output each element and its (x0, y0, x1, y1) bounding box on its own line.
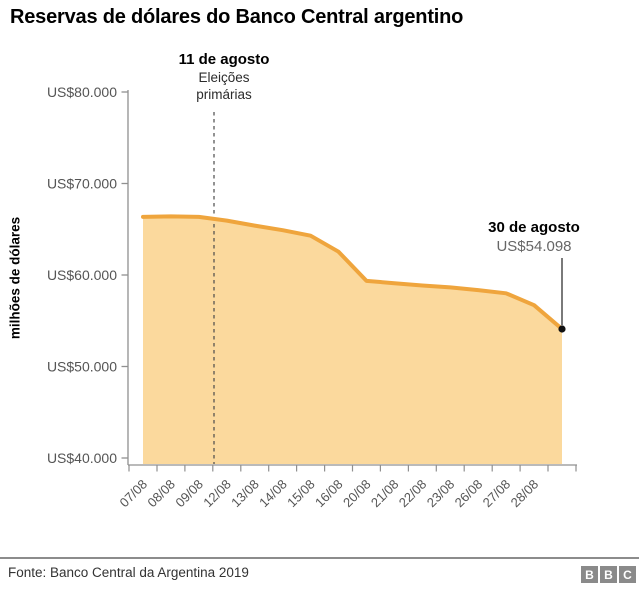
source-credit: Fonte: Banco Central da Argentina 2019 (8, 565, 249, 580)
elections-annotation-date: 11 de agosto (178, 51, 270, 68)
elections-annotation: 11 de agosto Eleições primárias (179, 50, 270, 103)
line-series (141, 214, 564, 331)
x-tick-label: 27/08 (480, 477, 514, 511)
final-annotation-value: US$54.098 (496, 238, 572, 255)
elections-annotation-text-1: Eleições (198, 70, 250, 85)
y-tick-label: US$50.000 (47, 359, 117, 375)
bbc-logo-letter: B (600, 566, 617, 583)
x-tick-label: 14/08 (256, 477, 290, 511)
bbc-logo-letter: B (581, 566, 598, 583)
y-axis-title: milhões de dólares (7, 216, 23, 340)
x-tick-label: 09/08 (172, 477, 206, 511)
x-tick-label: 16/08 (312, 477, 346, 511)
x-tick-label: 08/08 (144, 477, 178, 511)
chart-title: Reservas de dólares do Banco Central arg… (10, 6, 464, 28)
x-tick-label: 13/08 (228, 477, 262, 511)
y-tick-label: US$80.000 (47, 84, 117, 100)
x-tick-label: 20/08 (340, 477, 374, 511)
bbc-logo-letter: C (619, 566, 636, 583)
x-tick-label: 07/08 (117, 477, 151, 511)
x-tick-label: 21/08 (368, 477, 402, 511)
final-value-annotation: 30 de agosto US$54.098 (488, 218, 580, 256)
elections-annotation-text-2: primárias (196, 87, 252, 102)
x-tick-label: 28/08 (508, 477, 542, 511)
y-tick-label: US$40.000 (47, 450, 117, 466)
x-tick-label: 26/08 (452, 477, 486, 511)
x-tick-label: 23/08 (424, 477, 458, 511)
area-series (143, 216, 562, 464)
footer-divider (0, 557, 639, 559)
y-tick-label: US$60.000 (47, 267, 117, 283)
final-annotation-date: 30 de agosto (488, 219, 580, 236)
x-tick-label: 15/08 (284, 477, 318, 511)
x-tick-label: 22/08 (396, 477, 430, 511)
x-tick-label: 12/08 (200, 477, 234, 511)
data-point-dot (558, 325, 566, 333)
bbc-logo: B B C (581, 566, 636, 583)
y-tick-label: US$70.000 (47, 176, 117, 192)
